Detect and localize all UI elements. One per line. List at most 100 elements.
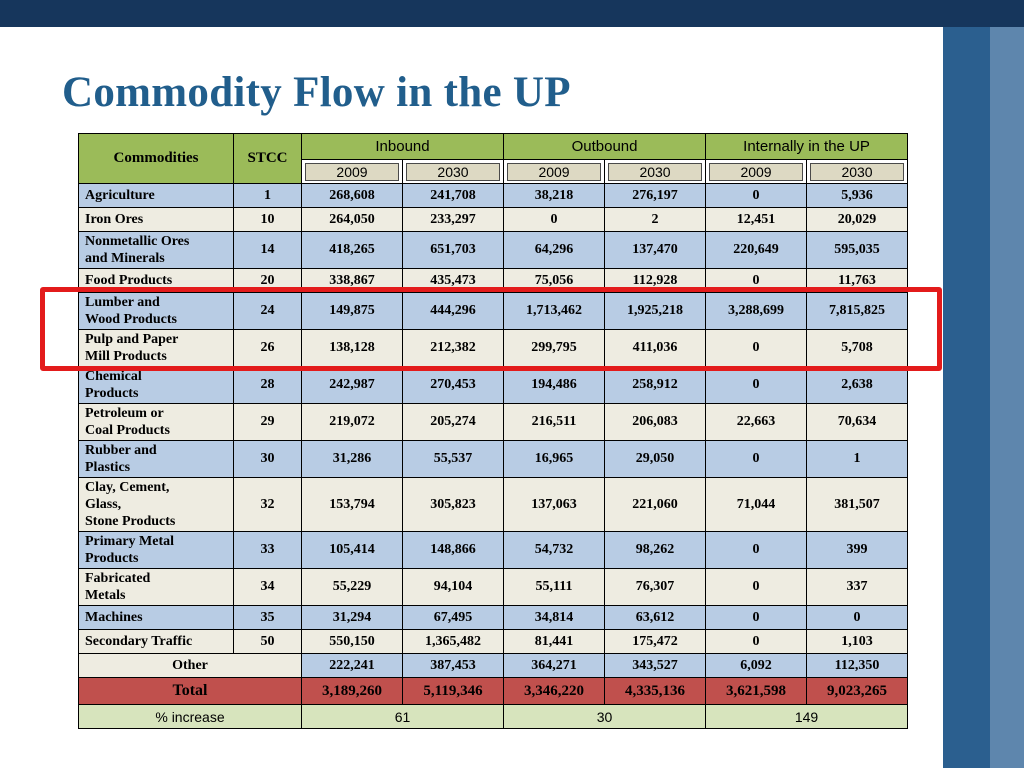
value-cell: 55,537 <box>401 440 505 478</box>
value-cell: 264,050 <box>301 207 403 232</box>
value-cell: 0 <box>705 366 808 404</box>
value-cell: 1,365,482 <box>401 629 505 654</box>
value-cell: 29,050 <box>604 440 707 478</box>
year-cell: 2030 <box>806 159 909 184</box>
value-cell: 364,271 <box>503 653 606 678</box>
commodity-name-cell: Fabricated Metals <box>78 568 234 606</box>
year-label-internally-2009: 2009 <box>709 162 804 181</box>
value-cell: 137,063 <box>503 477 606 532</box>
value-cell: 38,218 <box>503 183 606 208</box>
commodity-name-cell: Rubber and Plastics <box>78 440 234 478</box>
value-cell: 2 <box>604 207 707 232</box>
value-cell: 12,451 <box>705 207 808 232</box>
value-cell: 153,794 <box>301 477 403 532</box>
value-cell: 71,044 <box>705 477 808 532</box>
table-row: Chemical Products 28 242,987 270,453 194,486… <box>78 366 909 404</box>
group-header-row: Commodities STCC Inbound Outbound Intern… <box>78 133 909 184</box>
value-cell: 20,029 <box>806 207 909 232</box>
total-value-cell: 3,621,598 <box>705 677 808 705</box>
col-group-internally: Internally in the UP <box>705 133 909 160</box>
value-cell: 0 <box>705 568 808 606</box>
value-cell: 0 <box>705 605 808 630</box>
value-cell: 31,286 <box>301 440 403 478</box>
commodity-name-cell: Chemical Products <box>78 366 234 404</box>
col-header-stcc: STCC <box>233 133 302 184</box>
value-cell: 219,072 <box>301 403 403 441</box>
stcc-cell: 50 <box>233 629 302 654</box>
value-cell: 67,495 <box>401 605 505 630</box>
value-cell: 105,414 <box>301 531 403 569</box>
commodity-name-cell: Machines <box>78 605 234 630</box>
value-cell: 651,703 <box>401 231 505 269</box>
value-cell: 343,527 <box>604 653 707 678</box>
table-row-highlighted: Pulp and Paper Mill Products 26 138,128 212… <box>78 329 909 367</box>
increase-value-cell: 149 <box>705 704 909 729</box>
value-cell: 138,128 <box>301 329 403 367</box>
value-cell: 0 <box>705 531 808 569</box>
value-cell: 0 <box>503 207 606 232</box>
total-value-cell: 3,189,260 <box>301 677 403 705</box>
value-cell: 299,795 <box>503 329 606 367</box>
value-cell: 205,274 <box>401 403 505 441</box>
value-cell: 81,441 <box>503 629 606 654</box>
table-row: Primary Metal Products 33 105,414 148,866 54… <box>78 531 909 569</box>
value-cell: 11,763 <box>806 268 909 293</box>
value-cell: 31,294 <box>301 605 403 630</box>
value-cell: 137,470 <box>604 231 707 269</box>
value-cell: 5,936 <box>806 183 909 208</box>
value-cell: 233,297 <box>401 207 505 232</box>
value-cell: 149,875 <box>301 292 403 330</box>
increase-row: % increase 61 30 149 <box>78 704 909 729</box>
value-cell: 337 <box>806 568 909 606</box>
other-row: Other 222,241 387,453 364,271 343,527 6,092 11… <box>78 653 909 678</box>
col-header-commodities: Commodities <box>78 133 234 184</box>
value-cell: 1 <box>806 440 909 478</box>
total-value-cell: 5,119,346 <box>401 677 505 705</box>
value-cell: 241,708 <box>401 183 505 208</box>
value-cell: 0 <box>705 183 808 208</box>
value-cell: 194,486 <box>503 366 606 404</box>
value-cell: 1,103 <box>806 629 909 654</box>
year-cell: 2009 <box>301 159 403 184</box>
stcc-cell: 14 <box>233 231 302 269</box>
stcc-cell: 33 <box>233 531 302 569</box>
value-cell: 112,928 <box>604 268 707 293</box>
value-cell: 212,382 <box>401 329 505 367</box>
commodity-name-cell: Pulp and Paper Mill Products <box>78 329 234 367</box>
value-cell: 34,814 <box>503 605 606 630</box>
commodity-name-cell: Food Products <box>78 268 234 293</box>
value-cell: 3,288,699 <box>705 292 808 330</box>
stcc-cell: 32 <box>233 477 302 532</box>
commodity-name-cell: Lumber and Wood Products <box>78 292 234 330</box>
year-label-internally-2030: 2030 <box>810 162 905 181</box>
value-cell: 0 <box>705 329 808 367</box>
value-cell: 268,608 <box>301 183 403 208</box>
table-row-highlighted: Lumber and Wood Products 24 149,875 444,296… <box>78 292 909 330</box>
table-row: Petroleum or Coal Products 29 219,072 205,2… <box>78 403 909 441</box>
stcc-cell: 10 <box>233 207 302 232</box>
stcc-cell: 28 <box>233 366 302 404</box>
increase-value-cell: 30 <box>503 704 707 729</box>
value-cell: 221,060 <box>604 477 707 532</box>
col-group-outbound: Outbound <box>503 133 707 160</box>
table-row: Fabricated Metals 34 55,229 94,104 55,111 76,… <box>78 568 909 606</box>
value-cell: 112,350 <box>806 653 909 678</box>
commodity-name-cell: Iron Ores <box>78 207 234 232</box>
value-cell: 595,035 <box>806 231 909 269</box>
col-group-inbound: Inbound <box>300 133 505 160</box>
year-cell: 2009 <box>503 159 606 184</box>
year-cell: 2030 <box>401 159 505 184</box>
value-cell: 550,150 <box>301 629 403 654</box>
value-cell: 6,092 <box>705 653 808 678</box>
value-cell: 63,612 <box>604 605 707 630</box>
value-cell: 75,056 <box>503 268 606 293</box>
value-cell: 258,912 <box>604 366 707 404</box>
stcc-cell: 29 <box>233 403 302 441</box>
top-accent-bar <box>0 0 1024 27</box>
value-cell: 98,262 <box>604 531 707 569</box>
year-label-inbound-2009: 2009 <box>305 162 399 181</box>
table-row: Food Products 20 338,867 435,473 75,056 112,9… <box>78 268 909 293</box>
value-cell: 276,197 <box>604 183 707 208</box>
table-row: Agriculture 1 268,608 241,708 38,218 276,197 0… <box>78 183 909 208</box>
